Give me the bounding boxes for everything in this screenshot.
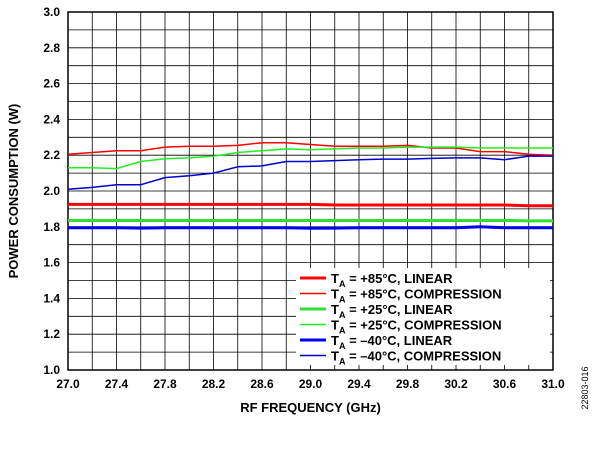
series-line-2 xyxy=(67,141,554,156)
series-line-5 xyxy=(68,225,553,230)
y-tick-label: 2.6 xyxy=(43,77,60,91)
legend-entry: TA = +85°C, LINEAR xyxy=(331,271,453,289)
x-tick-label: 31.0 xyxy=(541,377,565,391)
x-tick-label: 27.8 xyxy=(153,377,177,391)
series-layer xyxy=(67,141,554,230)
x-tick-label: 28.6 xyxy=(250,377,274,391)
y-tick-label: 1.8 xyxy=(43,220,60,234)
y-tick-label: 1.4 xyxy=(43,291,60,305)
legend-entry: TA = +85°C, COMPRESSION xyxy=(331,287,502,305)
x-tick-label: 30.6 xyxy=(493,377,517,391)
x-tick-label: 28.2 xyxy=(202,377,226,391)
y-tick-labels: 1.0 1.2 1.4 1.6 1.8 2.0 2.2 2.4 2.6 2.8 3.0 xyxy=(43,5,60,377)
series-line-1 xyxy=(68,202,553,208)
legend-background xyxy=(296,268,550,365)
x-tick-label: 29.4 xyxy=(347,377,371,391)
y-axis-title: POWER CONSUMPTION (W) xyxy=(6,104,21,279)
series-line-4 xyxy=(68,146,553,170)
y-tick-label: 2.2 xyxy=(43,148,60,162)
y-tick-label: 1.6 xyxy=(43,256,60,270)
x-tick-label: 27.4 xyxy=(105,377,129,391)
y-tick-label: 2.8 xyxy=(43,41,60,55)
x-tick-labels: 27.0 27.4 27.8 28.2 28.6 29.0 29.4 29.8 30.2 30.6… xyxy=(56,377,565,391)
x-axis-title: RF FREQUENCY (GHz) xyxy=(240,400,381,415)
y-tick-label: 3.0 xyxy=(43,5,60,19)
x-tick-label: 29.0 xyxy=(299,377,323,391)
y-tick-label: 1.2 xyxy=(43,327,60,341)
x-tick-label: 27.0 xyxy=(56,377,80,391)
series-line-6 xyxy=(67,155,553,190)
legend-entry: TA = –40°C, LINEAR xyxy=(331,333,453,351)
legend-entry: TA = –40°C, COMPRESSION xyxy=(331,349,501,367)
y-tick-label: 2.0 xyxy=(43,184,60,198)
legend-entry: TA = +25°C, COMPRESSION xyxy=(331,318,502,336)
x-tick-label: 30.2 xyxy=(444,377,468,391)
y-tick-label: 1.0 xyxy=(43,363,60,377)
legend-entry: TA = +25°C, LINEAR xyxy=(331,302,453,320)
x-tick-label: 29.8 xyxy=(396,377,420,391)
y-tick-label: 2.4 xyxy=(43,112,60,126)
plot-frame xyxy=(67,11,554,371)
figure-id: 22803-016 xyxy=(580,366,590,409)
